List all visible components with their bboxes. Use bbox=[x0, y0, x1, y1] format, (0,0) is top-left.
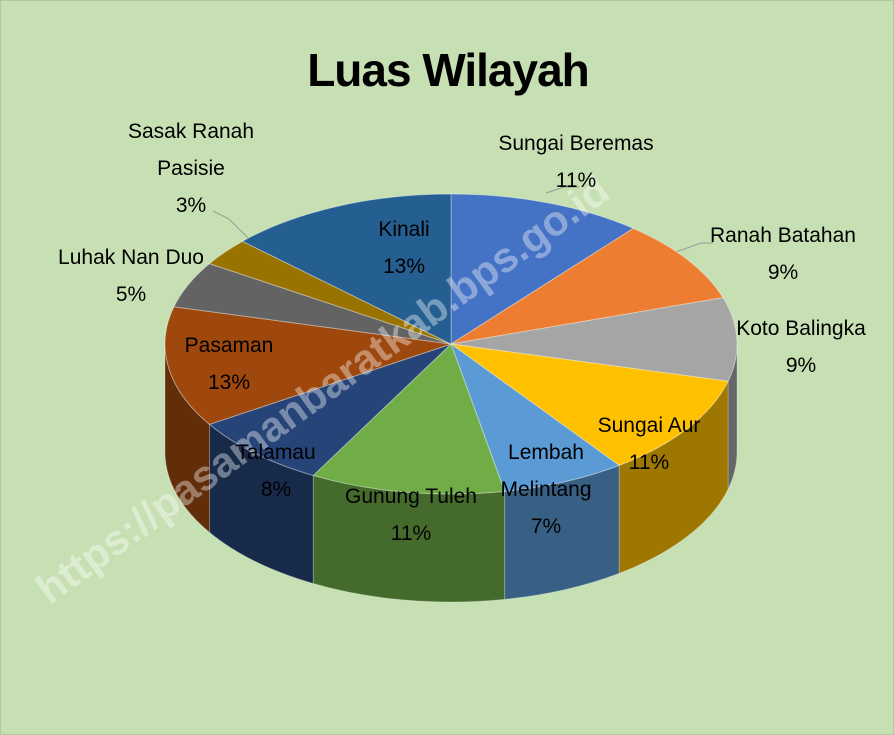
slice-percent: 5% bbox=[115, 283, 147, 306]
data-label: Sungai Beremas 11% bbox=[466, 125, 686, 199]
slice-name: Ranah Batahan bbox=[710, 224, 856, 247]
slice bbox=[450, 227, 724, 345]
data-label: Gunung Tuleh 11% bbox=[301, 478, 521, 552]
slice bbox=[164, 306, 452, 425]
slice bbox=[449, 342, 621, 492]
chart-title: Luas Wilayah bbox=[307, 44, 590, 96]
slice bbox=[450, 193, 635, 345]
slice-name: Kinali bbox=[378, 218, 430, 241]
slice bbox=[241, 193, 452, 345]
data-label: Sasak Ranah Pasisie 3% bbox=[126, 113, 256, 224]
slice-percent: 13% bbox=[207, 371, 251, 394]
slice-percent: 11% bbox=[628, 451, 670, 474]
slice-name: Luhak Nan Duo bbox=[58, 246, 204, 269]
slice-name: Sungai Aur bbox=[597, 414, 701, 437]
slice-percent: 9% bbox=[785, 354, 817, 377]
slice-name: Sasak Ranah Pasisie bbox=[127, 120, 255, 180]
slice-side bbox=[618, 381, 729, 575]
data-label: Pasaman 13% bbox=[119, 327, 339, 401]
slice bbox=[312, 343, 506, 495]
slice bbox=[208, 343, 452, 477]
data-label: Sungai Aur 11% bbox=[539, 407, 759, 481]
slice-name: Talamau bbox=[236, 441, 316, 464]
leader-line bbox=[672, 242, 713, 254]
slice-name: Koto Balingka bbox=[736, 317, 866, 340]
data-label: Kinali 13% bbox=[294, 211, 514, 285]
slice bbox=[450, 297, 738, 382]
data-label: Ranah Batahan 9% bbox=[673, 217, 893, 291]
data-label: Koto Balingka 9% bbox=[691, 310, 893, 384]
leader-line bbox=[545, 186, 579, 194]
slice-name: Lembah Melintang bbox=[500, 441, 592, 501]
slice-percent: 9% bbox=[767, 261, 799, 284]
slice bbox=[450, 343, 729, 466]
data-label: Talamau 8% bbox=[166, 434, 386, 508]
leader-line bbox=[212, 210, 252, 242]
data-label: Lembah Melintang 7% bbox=[491, 434, 601, 545]
slice-percent: 13% bbox=[382, 255, 426, 278]
slice-percent: 3% bbox=[175, 194, 207, 217]
slice-percent: 11% bbox=[390, 522, 432, 545]
slice-percent: 11% bbox=[555, 169, 597, 192]
slice-name: Pasaman bbox=[184, 334, 274, 357]
slice-name: Gunung Tuleh bbox=[345, 485, 477, 508]
slice-name: Sungai Beremas bbox=[498, 132, 654, 155]
slice bbox=[173, 263, 452, 345]
slice-percent: 8% bbox=[260, 478, 292, 501]
slice-percent: 7% bbox=[530, 515, 562, 538]
data-label: Luhak Nan Duo 5% bbox=[21, 239, 241, 313]
slice bbox=[208, 240, 452, 345]
